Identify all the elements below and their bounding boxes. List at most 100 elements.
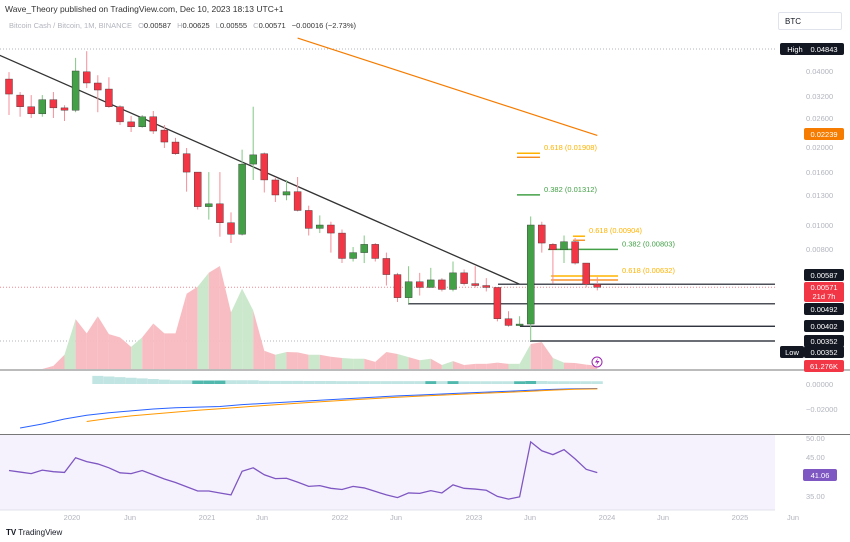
- volume-area-segment: [97, 316, 109, 369]
- volume-area-segment: [308, 354, 320, 369]
- candle: [116, 105, 124, 125]
- lightning-icon-bolt: [595, 358, 600, 366]
- currency-button[interactable]: BTC: [778, 12, 842, 30]
- candle-body: [527, 224, 535, 325]
- volume-area-segment: [75, 319, 87, 369]
- support-price-tag-box: [804, 320, 844, 332]
- candle: [271, 177, 280, 203]
- candle-body: [82, 71, 91, 84]
- candle: [515, 316, 524, 327]
- volume-area-segment: [464, 363, 476, 369]
- support-price-tag: 0.00587: [804, 269, 844, 281]
- volume-area-segment: [286, 351, 298, 369]
- volume-area-segment: [131, 337, 143, 369]
- candle: [27, 95, 35, 118]
- fib-level-label: 0.618 (0.00632): [622, 266, 675, 275]
- candle-body: [571, 241, 579, 264]
- candle-body: [238, 163, 246, 235]
- volume-area-segment: [541, 342, 553, 369]
- volume-area-segment: [419, 358, 431, 369]
- volume-area-segment: [186, 286, 198, 369]
- macd-histogram-bar: [403, 381, 415, 384]
- candle-body: [549, 244, 557, 250]
- price-axis-label: 0.02600: [806, 114, 833, 123]
- candle-body: [193, 171, 202, 207]
- time-axis-label: 2020: [64, 513, 81, 522]
- candle-body: [560, 241, 568, 250]
- candle-body: [216, 203, 224, 223]
- volume-tag: 61.276K: [804, 360, 844, 372]
- candle: [293, 177, 302, 212]
- moving-average-line: [297, 37, 598, 137]
- candle: [527, 216, 535, 342]
- open-value: 0.00587: [143, 21, 172, 30]
- candle-body: [227, 222, 235, 235]
- candle: [327, 221, 335, 253]
- low-price-tag-text: 0.00352: [810, 348, 837, 357]
- candle: [482, 278, 490, 292]
- candle: [227, 212, 235, 244]
- publisher-line: Wave_Theory published on TradingView.com…: [5, 4, 284, 14]
- volume-area-segment: [586, 364, 598, 369]
- candle-body: [49, 99, 58, 109]
- fib-level-label: 0.382 (0.00803): [622, 239, 675, 248]
- macd-histogram-bar: [425, 381, 437, 384]
- close-value: 0.00571: [258, 21, 286, 30]
- candle-body: [249, 154, 257, 165]
- candle-body: [71, 70, 80, 111]
- support-price-tag-text: 0.00492: [810, 305, 837, 314]
- volume-area-segment: [197, 272, 209, 369]
- candle: [182, 147, 191, 192]
- candle: [404, 266, 413, 304]
- candle: [282, 179, 291, 201]
- macd-histogram-bar: [247, 380, 259, 384]
- support-price-tag-box: [804, 303, 844, 315]
- volume-area-segment: [552, 357, 564, 369]
- volume-area-segment: [153, 323, 165, 369]
- candle-body: [438, 279, 446, 290]
- open-key: O: [138, 21, 144, 30]
- support-price-tag-box: [804, 335, 844, 347]
- candle: [371, 243, 379, 262]
- macd-histogram-bar: [347, 381, 359, 384]
- candle: [560, 235, 568, 264]
- candle-body: [371, 244, 379, 259]
- candle-body: [27, 106, 35, 115]
- volume-area-segment: [441, 361, 453, 369]
- candle: [493, 287, 502, 322]
- symbol-name[interactable]: Bitcoin Cash / Bitcoin, 1M, BINANCE: [9, 21, 132, 30]
- candle-body: [482, 285, 490, 288]
- macd-axis-label: −0.02000: [806, 405, 838, 414]
- macd-histogram-bar: [214, 380, 226, 384]
- candle-body: [449, 272, 457, 290]
- candle-body: [271, 179, 280, 196]
- tv-logo-icon: TV: [6, 528, 17, 537]
- volume-area-segment: [497, 362, 509, 369]
- candle-body: [160, 129, 169, 143]
- rsi-axis-label: 50.00: [806, 434, 825, 443]
- candle: [582, 262, 590, 288]
- price-axis-label: 0.01300: [806, 191, 833, 200]
- volume-area-segment: [242, 288, 254, 369]
- macd-histogram-bar: [114, 377, 126, 384]
- candle: [60, 105, 69, 122]
- macd-histogram-bar: [580, 381, 592, 384]
- candle: [571, 237, 579, 265]
- time-axis-label: 2022: [332, 513, 349, 522]
- volume-area-segment: [397, 353, 409, 369]
- ma-price-tag-box: [804, 128, 844, 140]
- fib-level-label: 0.618 (0.00904): [589, 226, 642, 235]
- volume-area-segment: [519, 344, 531, 369]
- low-key: L: [215, 21, 220, 30]
- macd-histogram-bar: [469, 381, 481, 384]
- support-price-tag: 0.00352: [804, 335, 844, 347]
- candle: [449, 261, 457, 292]
- candle: [82, 51, 91, 89]
- candle-body: [504, 318, 513, 326]
- candle-body: [127, 121, 135, 128]
- candle-body: [582, 262, 590, 285]
- candle-body: [293, 191, 302, 211]
- candle: [471, 266, 479, 288]
